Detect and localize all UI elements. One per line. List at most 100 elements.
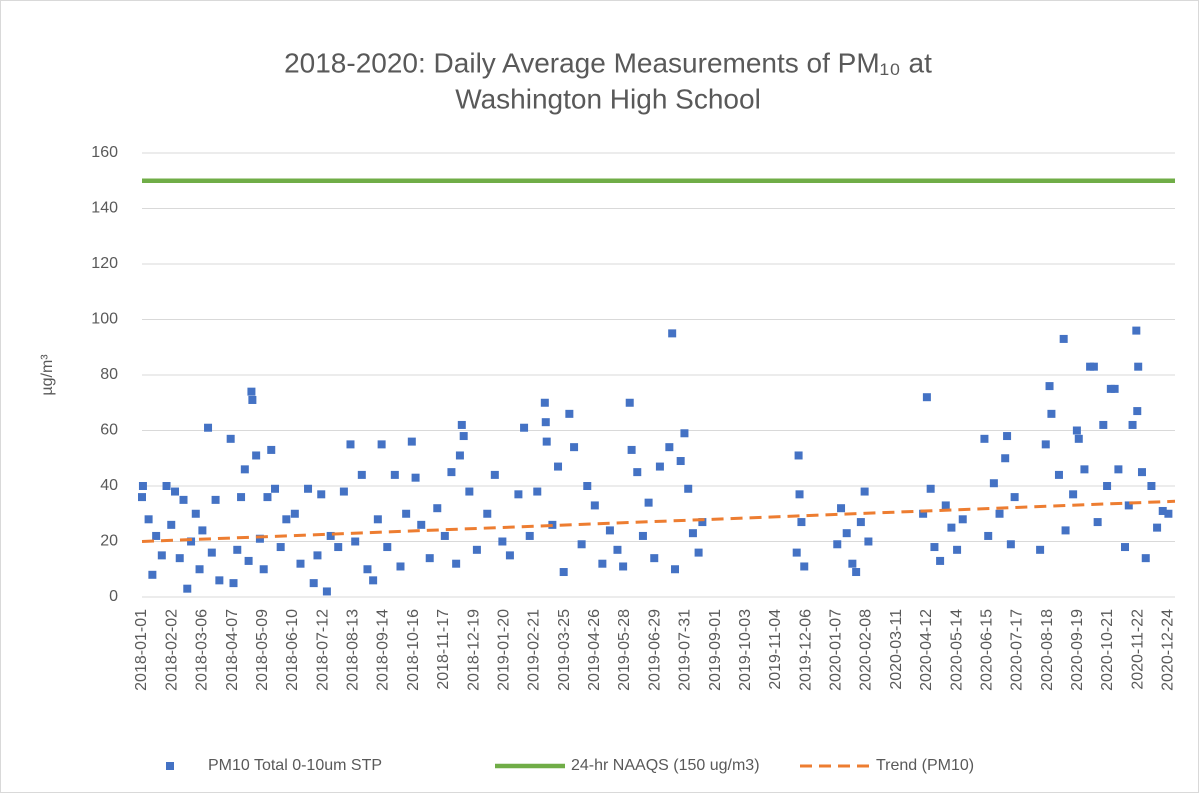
data-point [175,554,184,563]
y-axis-label: µg/m³ [39,354,56,396]
data-point [1006,540,1015,549]
data-point [1137,468,1146,477]
data-point [577,540,586,549]
x-tick-label: 2018-02-02 [163,609,180,691]
data-point [1128,420,1137,429]
data-point [680,429,689,438]
data-point [542,437,551,446]
data-point [144,515,153,524]
data-point [490,470,499,479]
data-point [989,479,998,488]
data-point [559,568,568,577]
data-point [797,518,806,527]
x-tick-label: 2019-09-01 [707,609,724,691]
data-point [138,482,147,490]
data-point [187,537,196,546]
x-tick-label: 2018-05-09 [254,609,271,691]
data-point [425,554,434,563]
data-point [533,487,542,496]
data-point [472,545,481,554]
data-point [941,501,950,510]
data-point [252,451,261,460]
data-point [590,501,599,510]
data-point [215,576,224,585]
x-tick-label: 2019-12-06 [797,609,814,691]
data-point [259,565,268,574]
data-point [363,565,372,574]
data-point [373,515,382,524]
data-point [958,515,967,524]
data-point [505,551,514,560]
data-point [833,540,842,549]
x-tick-label: 2020-10-21 [1099,609,1116,691]
data-point [698,518,707,527]
data-point [1072,426,1081,435]
data-point [665,443,674,452]
y-tick-label: 100 [91,311,118,328]
data-point [282,515,291,524]
data-point [455,451,464,460]
data-point [377,440,386,449]
data-point [296,559,305,568]
data-point [233,545,242,554]
data-point [411,473,420,482]
data-point [240,465,249,474]
data-point [671,565,680,574]
data-point [627,445,636,454]
x-tick-label: 2019-05-28 [616,609,633,691]
data-point [211,495,220,504]
legend-label: PM10 Total 0-10um STP [208,757,382,774]
data-point [1153,523,1162,532]
data-point [396,562,405,571]
x-tick-label: 2020-03-11 [888,609,905,690]
x-tick-label: 2020-01-07 [828,609,845,691]
data-point [1164,509,1173,518]
data-point [995,509,1004,518]
data-point [1114,465,1123,474]
x-tick-label: 2019-04-26 [586,609,603,691]
x-tick-label: 2019-11-04 [767,609,784,690]
data-point [390,470,399,479]
data-point [263,493,272,502]
data-point [255,534,264,543]
data-point [676,457,685,466]
data-point [309,579,318,588]
data-point [1133,407,1142,416]
data-point [605,526,614,535]
data-point [842,529,851,538]
data-point [864,537,873,546]
data-point [407,437,416,446]
data-point [1124,501,1133,510]
x-tick-label: 2020-06-15 [978,609,995,691]
data-point [947,523,956,532]
legend-label: Trend (PM10) [876,757,974,774]
data-point [317,490,326,499]
x-tick-label: 2019-01-20 [495,609,512,691]
data-point [271,484,280,493]
data-point [1121,543,1130,552]
data-point [313,551,322,560]
data-point [514,490,523,499]
x-tick-label: 2019-03-25 [556,609,573,691]
x-tick-label: 2018-09-14 [375,609,392,691]
y-tick-label: 160 [91,144,118,161]
data-point [157,551,166,560]
data-point [554,462,563,471]
data-point [1059,334,1068,343]
data-point [1141,554,1150,563]
chart-title: 2018-2020: Daily Average Measurements of… [284,47,932,78]
chart-title: Washington High School [455,83,761,114]
data-point [1001,454,1010,463]
x-tick-label: 2018-06-10 [284,609,301,691]
data-point [795,490,804,499]
data-point [138,493,146,502]
data-point [1074,434,1083,443]
data-point [688,529,697,538]
x-tick-label: 2020-04-12 [918,609,935,691]
data-point [922,393,931,402]
data-point [800,562,809,571]
data-point [1069,490,1078,499]
data-point [1036,545,1045,554]
data-point [1103,482,1112,490]
